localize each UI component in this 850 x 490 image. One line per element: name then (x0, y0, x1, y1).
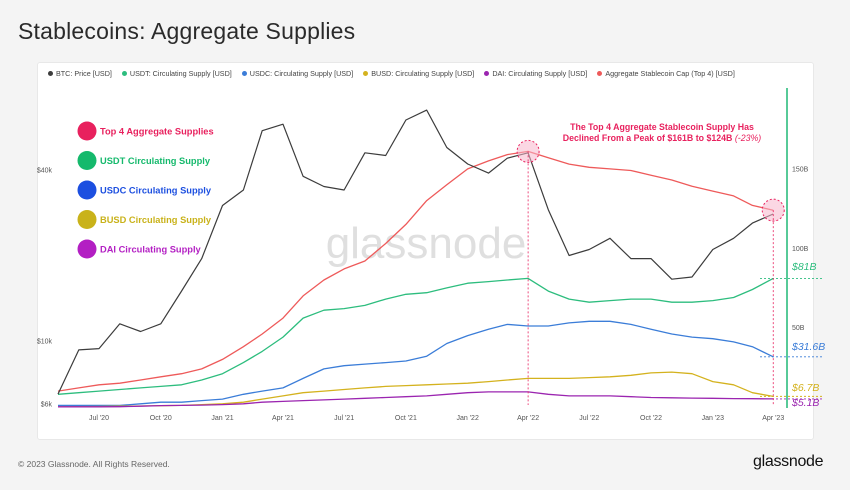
x-tick-label: Oct '20 (150, 415, 172, 422)
x-tick-label: Jan '22 (456, 415, 478, 422)
page-title: Stablecoins: Aggregate Supplies (18, 18, 356, 44)
x-tick-label: Jul '21 (334, 415, 354, 422)
legend-item[interactable]: Aggregate Stablecoin Cap (Top 4) [USD] (597, 69, 735, 78)
x-tick-label: Jan '21 (211, 415, 233, 422)
series-line (57, 277, 774, 395)
x-tick-label: Jan '23 (702, 415, 724, 422)
inline-legend-dot-icon (77, 121, 97, 141)
end-value-label: $5.1B (791, 397, 819, 409)
legend-label: BUSD: Circulating Supply [USD] (371, 69, 475, 78)
chart-panel (37, 62, 814, 440)
legend-dot-icon (484, 71, 490, 76)
x-tick-label: Oct '22 (640, 415, 662, 422)
legend-dot-icon (363, 71, 369, 76)
y-right-tick-label: 50B (792, 325, 805, 332)
copyright-footer: © 2023 Glassnode. All Rights Reserved. (18, 459, 170, 469)
brand-logo: glassnode (753, 453, 824, 470)
inline-legend-label: Top 4 Aggregate Supplies (100, 127, 214, 137)
legend-dot-icon (597, 71, 603, 76)
legend-item[interactable]: BTC: Price [USD] (48, 69, 112, 78)
legend-item[interactable]: USDC: Circulating Supply [USD] (241, 69, 354, 78)
y-right-tick-label: 100B (792, 246, 809, 253)
series-line (58, 320, 774, 407)
inline-legend-label: DAI Circulating Supply (100, 245, 202, 255)
end-value-label: $6.7B (791, 382, 819, 394)
series-line (58, 391, 774, 408)
legend-dot-icon (241, 71, 247, 76)
annotation-line1: The Top 4 Aggregate Stablecoin Supply Ha… (570, 122, 754, 132)
end-value-label: $31.6B (791, 341, 825, 353)
x-tick-label: Oct '21 (395, 415, 417, 422)
legend-item[interactable]: BUSD: Circulating Supply [USD] (363, 69, 474, 78)
y-left-tick-label: $40k (37, 168, 53, 175)
watermark-text: glassnode (326, 219, 527, 268)
inline-legend-dot-icon (77, 180, 97, 200)
end-value-label: $81B (791, 261, 817, 273)
inline-legend-dot-icon (77, 151, 97, 170)
annotation-suffix: (-23%) (735, 133, 761, 143)
series-line (57, 150, 774, 392)
y-left-tick-label: $10k (37, 338, 53, 345)
series-line (57, 109, 774, 395)
chart-legend: BTC: Price [USD] USDT: Circulating Supply… (48, 69, 808, 83)
inline-legend-label: USDC Circulating Supply (100, 186, 212, 196)
y-right-tick-label: 150B (792, 166, 809, 173)
legend-label: DAI: Circulating Supply [USD] (492, 69, 588, 78)
annotation-line2: Declined From a Peak of $161B to $124B (… (563, 133, 762, 143)
legend-item[interactable]: USDT: Circulating Supply [USD] (121, 69, 232, 78)
legend-label: USDT: Circulating Supply [USD] (129, 69, 232, 78)
legend-label: Aggregate Stablecoin Cap (Top 4) [USD] (605, 69, 735, 78)
inline-legend-label: USDT Circulating Supply (100, 156, 211, 166)
y-left-tick-label: $6k (41, 402, 53, 409)
legend-label: USDC: Circulating Supply [USD] (249, 69, 354, 78)
legend-item[interactable]: DAI: Circulating Supply [USD] (484, 69, 587, 78)
x-tick-label: Apr '21 (272, 415, 294, 422)
legend-dot-icon (121, 71, 127, 76)
legend-dot-icon (48, 71, 53, 76)
x-tick-label: Jul '22 (579, 415, 599, 422)
inline-legend-dot-icon (77, 210, 97, 229)
x-tick-label: Apr '22 (517, 415, 539, 422)
legend-label: BTC: Price [USD] (56, 69, 112, 78)
x-tick-label: Jul '20 (89, 415, 109, 422)
inline-legend-dot-icon (77, 239, 97, 259)
x-tick-label: Apr '23 (762, 415, 784, 422)
inline-legend-label: BUSD Circulating Supply (100, 215, 212, 225)
